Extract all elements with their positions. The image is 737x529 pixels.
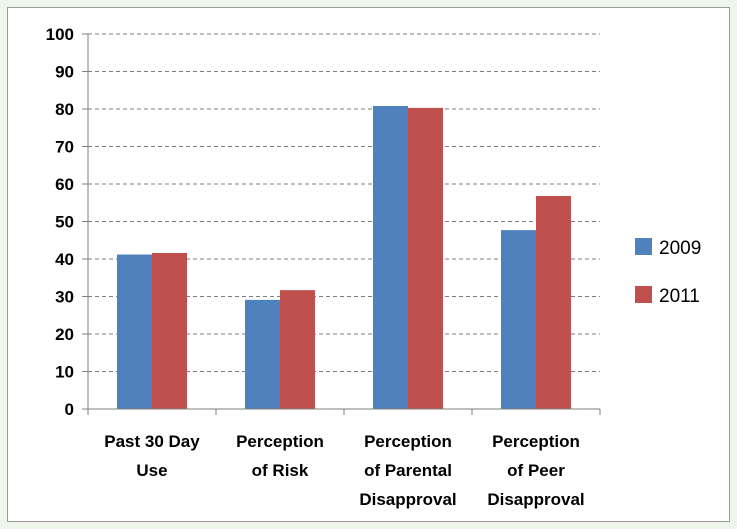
bar-2011 (408, 107, 443, 409)
y-tick-label: 10 (55, 363, 74, 382)
legend-swatch-2009 (635, 238, 652, 255)
y-tick-label: 0 (65, 400, 74, 419)
y-tick-label: 70 (55, 138, 74, 157)
y-tick-label: 40 (55, 250, 74, 269)
x-tick-label: Perception of Parental Disapproval (359, 432, 456, 509)
bar-2009 (373, 106, 408, 409)
legend-label: 2011 (659, 286, 700, 307)
bar-2009 (245, 299, 280, 409)
bar-2009 (501, 230, 536, 409)
y-tick-label: 20 (55, 325, 74, 344)
bar-2011 (536, 196, 571, 409)
y-tick-label: 30 (55, 288, 74, 307)
bar-2009 (117, 254, 152, 409)
y-tick-label: 90 (55, 63, 74, 82)
y-tick-label: 100 (46, 25, 74, 44)
y-tick-label: 80 (55, 100, 74, 119)
legend-label: 2009 (659, 238, 701, 259)
x-tick-label: Perception of Peer Disapproval (487, 432, 584, 509)
y-tick-label: 60 (55, 175, 74, 194)
bar-2011 (280, 290, 315, 409)
bar-2011 (152, 253, 187, 409)
legend-swatch-2011 (635, 286, 652, 303)
y-tick-label: 50 (55, 213, 74, 232)
x-tick-label: Past 30 Day Use (104, 432, 200, 480)
x-tick-label: Perception of Risk (236, 432, 324, 480)
